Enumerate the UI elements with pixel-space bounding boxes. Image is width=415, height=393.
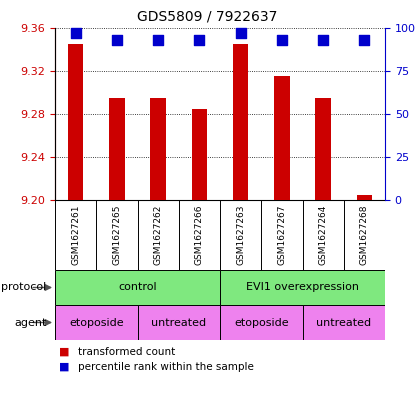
Text: GSM1627268: GSM1627268 xyxy=(360,205,369,265)
Text: GSM1627265: GSM1627265 xyxy=(112,205,121,265)
Point xyxy=(72,30,79,36)
Bar xyxy=(55,270,220,305)
Bar xyxy=(220,270,385,305)
Point xyxy=(320,37,327,43)
Text: GDS5809 / 7922637: GDS5809 / 7922637 xyxy=(137,10,278,24)
Text: ■: ■ xyxy=(59,347,70,357)
Text: control: control xyxy=(118,283,157,292)
Text: etoposide: etoposide xyxy=(69,318,124,327)
Bar xyxy=(233,44,249,200)
Text: EVI1 overexpression: EVI1 overexpression xyxy=(246,283,359,292)
Bar xyxy=(55,305,137,340)
Point xyxy=(196,37,203,43)
Text: protocol: protocol xyxy=(1,283,47,292)
Text: untreated: untreated xyxy=(316,318,371,327)
Text: GSM1627261: GSM1627261 xyxy=(71,205,80,265)
Point xyxy=(361,37,368,43)
Bar xyxy=(68,44,83,200)
Text: GSM1627264: GSM1627264 xyxy=(319,205,327,265)
Bar xyxy=(137,305,220,340)
Point xyxy=(114,37,120,43)
Text: GSM1627262: GSM1627262 xyxy=(154,205,163,265)
Text: ■: ■ xyxy=(59,362,70,372)
Text: untreated: untreated xyxy=(151,318,206,327)
Point xyxy=(237,30,244,36)
Text: GSM1627263: GSM1627263 xyxy=(236,205,245,265)
Text: percentile rank within the sample: percentile rank within the sample xyxy=(78,362,254,372)
Point xyxy=(278,37,285,43)
Bar xyxy=(192,108,207,200)
Bar xyxy=(315,98,331,200)
Text: transformed count: transformed count xyxy=(78,347,175,357)
Bar xyxy=(150,98,166,200)
Text: etoposide: etoposide xyxy=(234,318,288,327)
Bar xyxy=(303,305,385,340)
Text: GSM1627266: GSM1627266 xyxy=(195,205,204,265)
Bar xyxy=(220,305,303,340)
Text: agent: agent xyxy=(15,318,47,327)
Text: GSM1627267: GSM1627267 xyxy=(277,205,286,265)
Point xyxy=(155,37,161,43)
Bar xyxy=(109,98,125,200)
Bar xyxy=(274,76,290,200)
Bar xyxy=(356,195,372,200)
